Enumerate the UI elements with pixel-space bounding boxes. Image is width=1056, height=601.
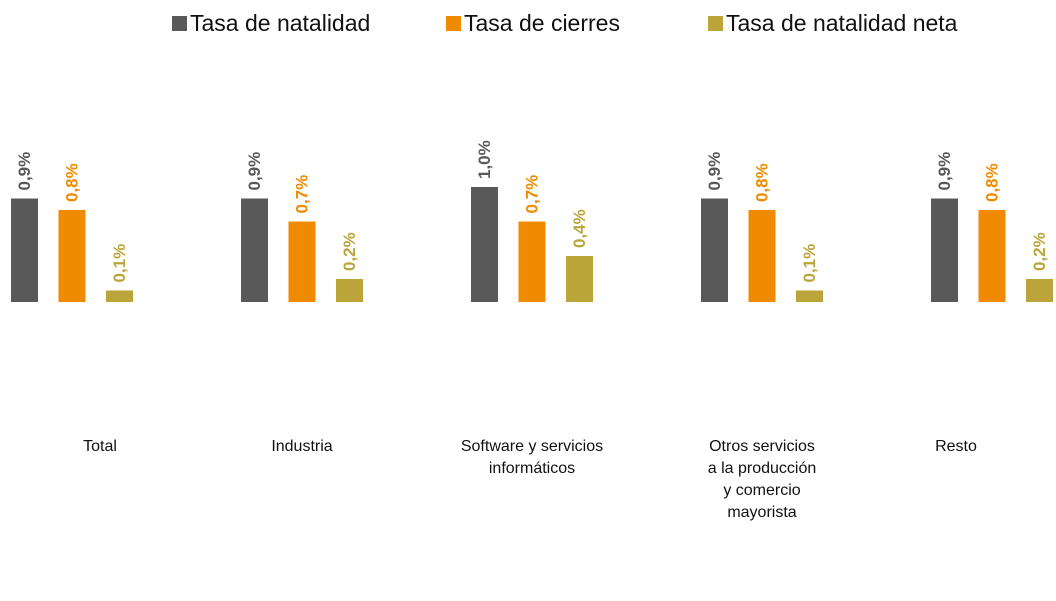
bar	[1026, 279, 1053, 302]
legend-swatch	[708, 16, 723, 31]
value-label: 0,9%	[935, 152, 954, 191]
value-label: 0,9%	[245, 152, 264, 191]
x-tick-label: Total	[83, 438, 117, 455]
value-label: 0,7%	[522, 175, 541, 214]
bar	[288, 221, 316, 302]
value-label: 0,8%	[982, 163, 1001, 202]
bar	[566, 256, 593, 302]
value-label: 0,1%	[110, 244, 129, 283]
bar	[701, 198, 728, 302]
legend-label: Tasa de natalidad	[190, 10, 370, 36]
bar	[796, 290, 823, 302]
value-label: 0,8%	[62, 163, 81, 202]
value-label: 0,9%	[705, 152, 724, 191]
bar	[241, 198, 268, 302]
value-label: 1,0%	[475, 140, 494, 179]
bar	[471, 187, 498, 302]
legend-swatch	[172, 16, 187, 31]
value-label: 0,2%	[340, 232, 359, 271]
bar	[336, 279, 363, 302]
bar	[106, 290, 133, 302]
value-label: 0,9%	[15, 152, 34, 191]
value-label: 0,4%	[570, 209, 589, 248]
bar	[748, 210, 776, 302]
value-label: 0,2%	[1030, 232, 1049, 271]
x-tick-label: Software y servicios informáticos	[460, 438, 604, 477]
bar	[11, 198, 38, 302]
x-tick-label: Industria	[271, 438, 333, 455]
value-label: 0,1%	[800, 244, 819, 283]
value-label: 0,8%	[752, 163, 771, 202]
legend-label: Tasa de cierres	[464, 10, 620, 36]
legend-label: Tasa de natalidad neta	[726, 10, 958, 36]
value-label: 0,7%	[292, 175, 311, 214]
x-tick-label: Resto	[935, 438, 977, 455]
x-tick-label: Otros servicios a la producción y comerc…	[707, 438, 817, 521]
bar	[978, 210, 1006, 302]
legend-swatch	[446, 16, 461, 31]
bar	[58, 210, 86, 302]
bar	[931, 198, 958, 302]
bar	[518, 221, 546, 302]
